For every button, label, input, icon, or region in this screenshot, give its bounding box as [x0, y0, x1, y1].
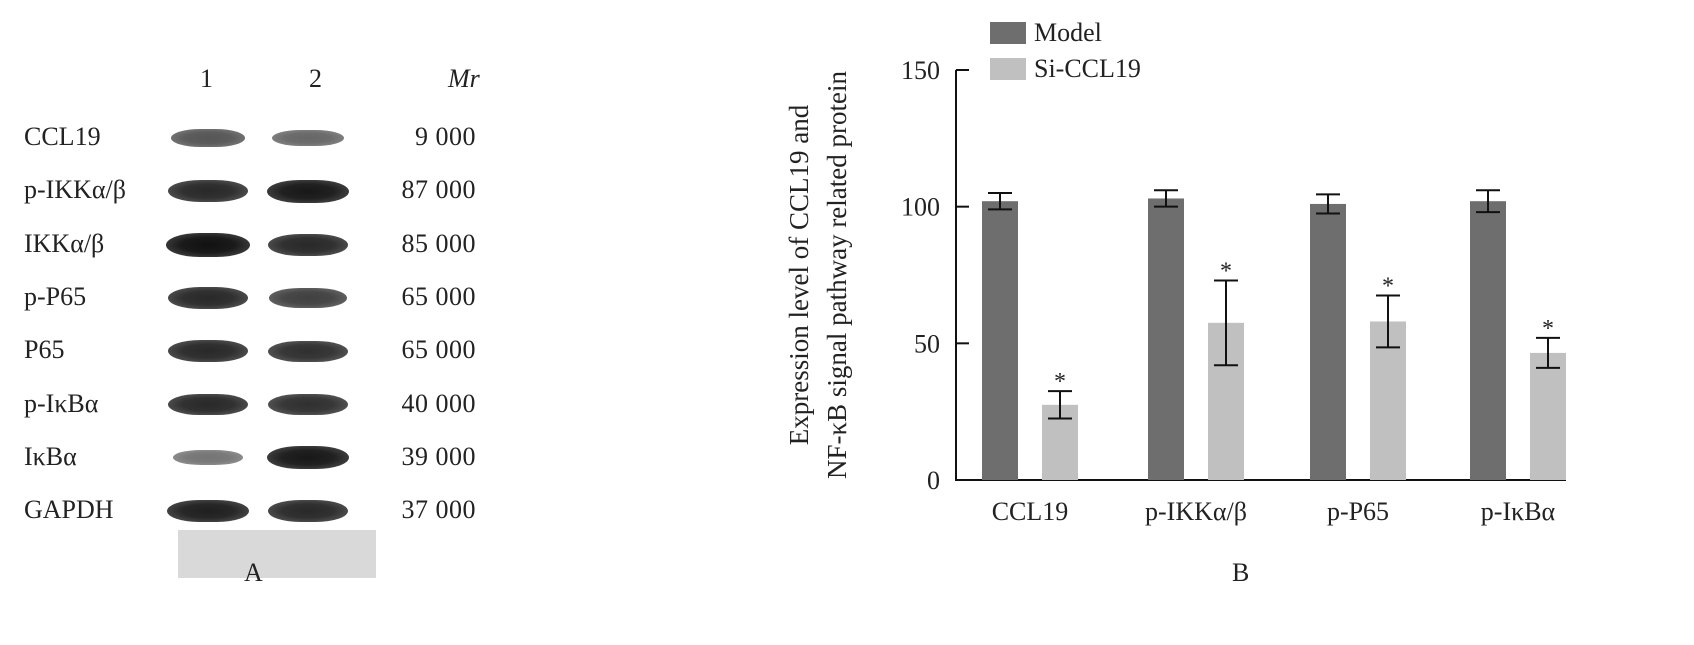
bar-model [1310, 203, 1346, 480]
blot-band-lane-1 [167, 286, 249, 309]
blot-band-lane-2 [272, 129, 344, 147]
gapdh-blot-background [178, 530, 376, 578]
significance-asterisk: * [1382, 274, 1394, 300]
blot-row-label: P65 [24, 335, 65, 365]
blot-band-lane-2 [268, 393, 348, 416]
molecular-weight-value: 65 000 [401, 335, 476, 365]
blot-band-lane-1 [166, 232, 250, 257]
blot-row-label: GAPDH [24, 495, 114, 525]
bar-model [1470, 201, 1506, 480]
legend-swatch [990, 22, 1026, 44]
blot-band-lane-2 [266, 446, 350, 470]
blot-band-lane-2 [268, 340, 348, 362]
blot-band-lane-1 [173, 450, 243, 466]
legend-label: Si-CCL19 [1034, 54, 1141, 83]
legend-label: Model [1034, 18, 1102, 47]
blot-row-label: p-IκBα [24, 388, 99, 418]
molecular-weight-value: 39 000 [401, 441, 476, 471]
blot-band-lane-2 [267, 500, 349, 523]
x-tick-label: CCL19 [992, 497, 1069, 526]
panel-b-label: B [1232, 558, 1250, 587]
blot-row-label: p-P65 [24, 281, 87, 311]
blot-band-lane-2 [266, 179, 350, 203]
y-axis-label-line-2: NF-κB signal pathway related protein [822, 71, 852, 480]
significance-asterisk: * [1542, 316, 1554, 342]
x-tick-label: p-P65 [1327, 497, 1389, 526]
y-tick-label: 100 [901, 193, 940, 222]
x-tick-label: p-IKKα/β [1145, 497, 1247, 526]
blot-row-label: IκBα [24, 441, 77, 471]
blot-band-lane-2 [267, 233, 349, 256]
blot-row-label: CCL19 [24, 122, 101, 151]
lane-1-label: 1 [200, 64, 213, 93]
y-tick-label: 50 [914, 329, 940, 358]
bar-si-ccl19 [1530, 352, 1566, 480]
molecular-weight-value: 37 000 [401, 495, 476, 525]
mr-header: Mr [448, 64, 480, 93]
blot-band-lane-1 [170, 129, 246, 147]
bar-model [982, 201, 1018, 480]
blot-band-lane-2 [269, 288, 347, 308]
significance-asterisk: * [1220, 258, 1232, 284]
panel-a-label: A [244, 558, 263, 587]
blot-band-lane-1 [167, 499, 249, 523]
lane-2-label: 2 [309, 64, 322, 93]
y-tick-label: 150 [901, 56, 940, 85]
legend-swatch [990, 58, 1026, 80]
x-tick-label: p-IκBα [1481, 497, 1556, 526]
bar-model [1148, 198, 1184, 480]
molecular-weight-value: 65 000 [401, 281, 476, 311]
y-axis-label-line-1: Expression level of CCL19 and [784, 104, 814, 445]
blot-row-label: IKKα/β [24, 228, 105, 258]
molecular-weight-value: 87 000 [401, 175, 476, 205]
blot-band-lane-1 [167, 393, 249, 416]
y-tick-label: 0 [927, 466, 940, 495]
blot-band-lane-1 [167, 340, 249, 363]
blot-band-lane-1 [167, 180, 249, 203]
molecular-weight-value: 9 000 [415, 122, 476, 151]
molecular-weight-value: 85 000 [401, 228, 476, 258]
significance-asterisk: * [1054, 369, 1066, 395]
blot-row-label: p-IKKα/β [24, 175, 126, 205]
molecular-weight-value: 40 000 [401, 388, 476, 418]
